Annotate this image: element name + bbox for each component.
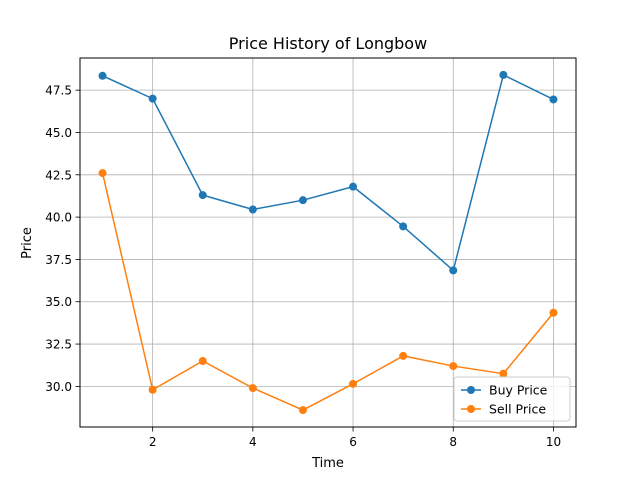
sell-price-point <box>549 308 558 317</box>
sell-price-point <box>98 169 107 178</box>
buy-price-point <box>248 205 257 214</box>
x-tick-label: 10 <box>546 435 561 449</box>
buy-price-point <box>349 182 358 191</box>
y-tick-label: 35.0 <box>45 295 72 309</box>
buy-price-point <box>499 70 508 79</box>
x-tick-label: 6 <box>349 435 357 449</box>
buy-price-line <box>102 74 554 272</box>
x-axis-ticks: 2 4 6 8 10 <box>149 427 561 449</box>
chart-title: Price History of Longbow <box>229 34 427 53</box>
buy-price-point <box>399 222 408 231</box>
y-axis-ticks: 30.0 32.5 35.0 37.5 40.0 42.5 45.0 47.5 <box>45 84 80 394</box>
x-tick-label: 4 <box>249 435 257 449</box>
buy-price-point <box>98 71 107 80</box>
legend-label: Sell Price <box>489 402 546 417</box>
legend-marker-sell-price <box>467 405 475 413</box>
sell-price-point <box>399 351 408 360</box>
sell-price-point <box>349 379 358 388</box>
sell-price-point <box>499 369 508 378</box>
y-tick-label: 47.5 <box>45 84 72 98</box>
y-tick-label: 30.0 <box>45 380 72 394</box>
buy-price-point <box>449 266 458 275</box>
y-tick-label: 45.0 <box>45 126 72 140</box>
buy-price-point <box>298 196 307 205</box>
sell-price-point <box>198 356 207 365</box>
buy-price-point <box>148 94 157 103</box>
sell-price-point <box>298 406 307 415</box>
plot-frame <box>79 57 577 428</box>
buy-price-point <box>198 191 207 200</box>
grid <box>80 58 576 427</box>
y-tick-label: 40.0 <box>45 211 72 225</box>
x-tick-label: 8 <box>449 435 457 449</box>
sell-price-point <box>248 384 257 393</box>
x-axis-label: Time <box>311 456 344 471</box>
y-axis-label: Price <box>20 227 35 259</box>
legend-label: Buy Price <box>489 383 548 398</box>
buy-price-point <box>549 95 558 104</box>
legend: Buy Price Sell Price <box>453 376 571 422</box>
y-tick-label: 32.5 <box>45 338 72 352</box>
legend-box <box>453 376 571 422</box>
sell-price-line <box>101 172 555 411</box>
x-tick-label: 2 <box>149 435 157 449</box>
sell-price-point <box>449 362 458 371</box>
y-tick-label: 42.5 <box>45 168 72 182</box>
legend-marker-buy-price <box>467 386 475 394</box>
sell-price-point <box>148 385 157 394</box>
series-layer <box>98 70 558 415</box>
y-tick-label: 37.5 <box>45 253 72 267</box>
